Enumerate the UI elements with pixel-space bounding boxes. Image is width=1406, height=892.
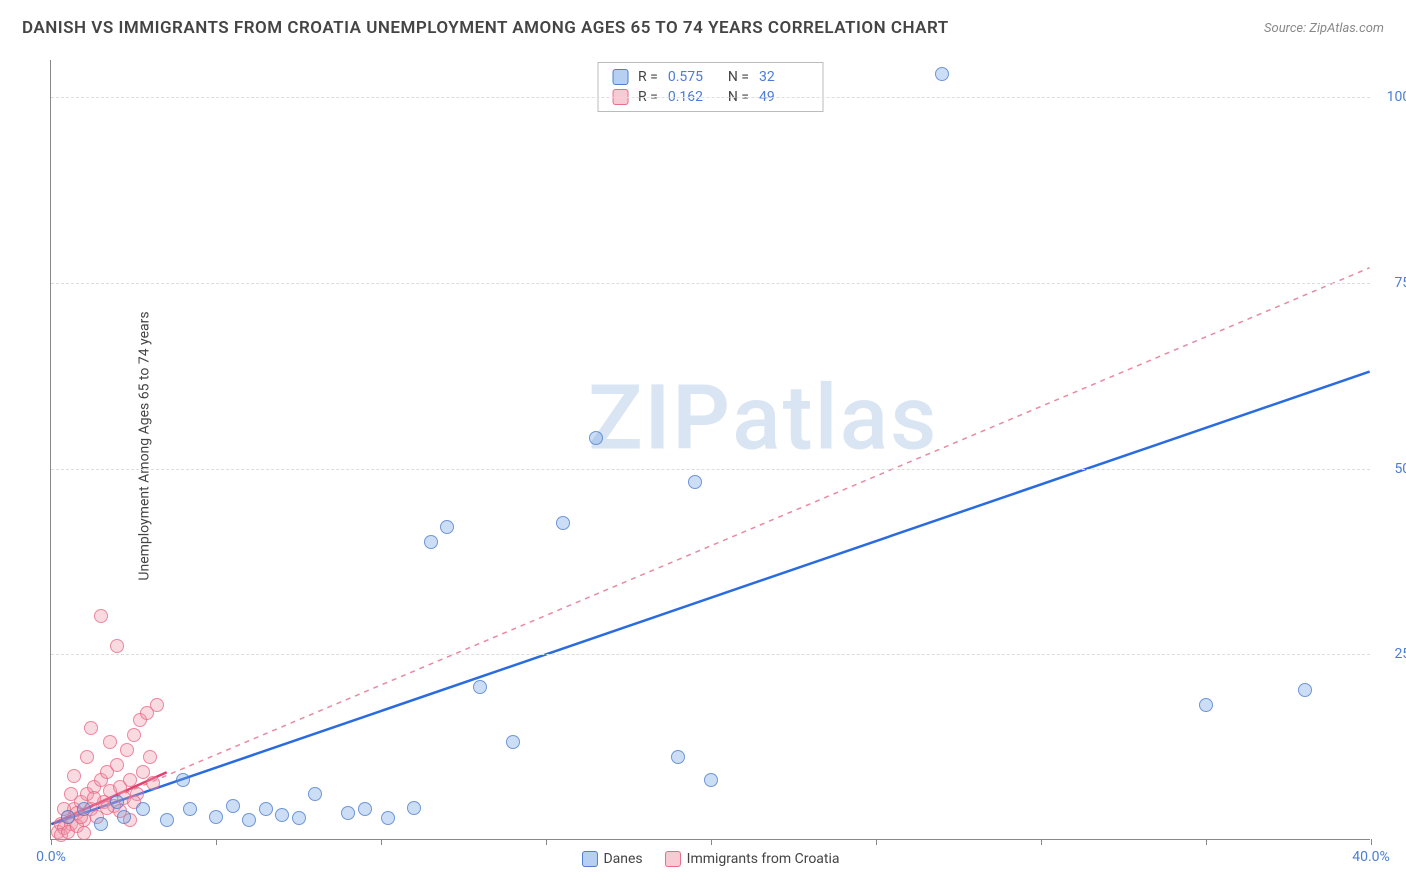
scatter-point-pink xyxy=(84,721,98,735)
scatter-point-blue xyxy=(671,750,685,764)
scatter-point-blue xyxy=(440,520,454,534)
scatter-point-blue xyxy=(407,801,421,815)
scatter-point-pink xyxy=(110,639,124,653)
scatter-point-blue xyxy=(117,810,131,824)
plot-area: ZIPatlas R = 0.575 N = 32 R = 0.162 N = … xyxy=(50,60,1370,840)
scatter-point-blue xyxy=(275,808,289,822)
scatter-point-pink xyxy=(87,791,101,805)
regression-lines xyxy=(51,60,1370,839)
y-tick-label: 100.0% xyxy=(1387,89,1406,105)
scatter-point-pink xyxy=(103,735,117,749)
scatter-point-blue xyxy=(704,773,718,787)
x-tick xyxy=(381,839,382,845)
scatter-point-pink xyxy=(146,776,160,790)
y-tick-label: 50.0% xyxy=(1394,461,1406,477)
scatter-point-pink xyxy=(143,750,157,764)
series-legend-item: Immigrants from Croatia xyxy=(665,851,840,867)
chart-title: DANISH VS IMMIGRANTS FROM CROATIA UNEMPL… xyxy=(22,18,949,38)
corr-swatch-icon xyxy=(612,69,628,85)
series-label: Danes xyxy=(603,851,642,867)
x-tick-label: 40.0% xyxy=(1352,849,1390,865)
corr-n-label: N = xyxy=(728,69,749,85)
x-tick xyxy=(876,839,877,845)
y-tick-label: 25.0% xyxy=(1394,646,1406,662)
chart-header: DANISH VS IMMIGRANTS FROM CROATIA UNEMPL… xyxy=(22,18,1384,38)
scatter-point-blue xyxy=(688,475,702,489)
scatter-point-blue xyxy=(556,516,570,530)
scatter-point-blue xyxy=(589,431,603,445)
scatter-point-blue xyxy=(308,787,322,801)
scatter-point-blue xyxy=(61,810,75,824)
series-legend: Danes Immigrants from Croatia xyxy=(581,851,839,867)
scatter-point-blue xyxy=(292,811,306,825)
scatter-point-blue xyxy=(160,813,174,827)
x-tick xyxy=(711,839,712,845)
gridline xyxy=(51,469,1370,470)
series-swatch-icon xyxy=(665,851,681,867)
x-tick xyxy=(216,839,217,845)
scatter-point-blue xyxy=(226,799,240,813)
x-tick xyxy=(546,839,547,845)
series-label: Immigrants from Croatia xyxy=(687,851,840,867)
watermark-text: ZIPatlas xyxy=(588,366,938,471)
gridline xyxy=(51,654,1370,655)
scatter-point-pink xyxy=(110,758,124,772)
scatter-point-pink xyxy=(127,728,141,742)
scatter-point-blue xyxy=(358,802,372,816)
corr-r-value: 0.575 xyxy=(668,69,718,85)
x-tick xyxy=(1041,839,1042,845)
scatter-point-pink xyxy=(150,698,164,712)
series-swatch-icon xyxy=(581,851,597,867)
corr-r-label: R = xyxy=(638,69,658,85)
y-tick-label: 75.0% xyxy=(1394,275,1406,291)
scatter-point-blue xyxy=(77,802,91,816)
scatter-point-pink xyxy=(77,826,91,840)
x-tick-label: 0.0% xyxy=(36,849,66,865)
scatter-point-blue xyxy=(935,67,949,81)
scatter-point-blue xyxy=(183,802,197,816)
scatter-point-blue xyxy=(381,811,395,825)
scatter-point-blue xyxy=(209,810,223,824)
scatter-point-pink xyxy=(67,769,81,783)
x-tick xyxy=(51,839,52,845)
x-tick xyxy=(1206,839,1207,845)
scatter-point-blue xyxy=(473,680,487,694)
scatter-point-pink xyxy=(64,787,78,801)
scatter-point-blue xyxy=(1298,683,1312,697)
scatter-point-blue xyxy=(259,802,273,816)
chart-container: DANISH VS IMMIGRANTS FROM CROATIA UNEMPL… xyxy=(0,0,1406,892)
gridline xyxy=(51,97,1370,98)
scatter-point-blue xyxy=(506,735,520,749)
series-legend-item: Danes xyxy=(581,851,642,867)
scatter-point-blue xyxy=(424,535,438,549)
scatter-point-blue xyxy=(110,795,124,809)
scatter-point-pink xyxy=(80,750,94,764)
x-tick xyxy=(1371,839,1372,845)
scatter-point-blue xyxy=(176,773,190,787)
scatter-point-blue xyxy=(94,817,108,831)
scatter-point-pink xyxy=(120,743,134,757)
source-label: Source: ZipAtlas.com xyxy=(1264,21,1384,36)
scatter-point-blue xyxy=(242,813,256,827)
scatter-point-blue xyxy=(1199,698,1213,712)
corr-n-value: 32 xyxy=(759,69,809,85)
scatter-point-blue xyxy=(136,802,150,816)
correlation-legend: R = 0.575 N = 32 R = 0.162 N = 49 xyxy=(597,62,824,112)
scatter-point-blue xyxy=(341,806,355,820)
gridline xyxy=(51,283,1370,284)
scatter-point-pink xyxy=(123,773,137,787)
correlation-row: R = 0.575 N = 32 xyxy=(612,67,809,87)
scatter-point-pink xyxy=(94,609,108,623)
